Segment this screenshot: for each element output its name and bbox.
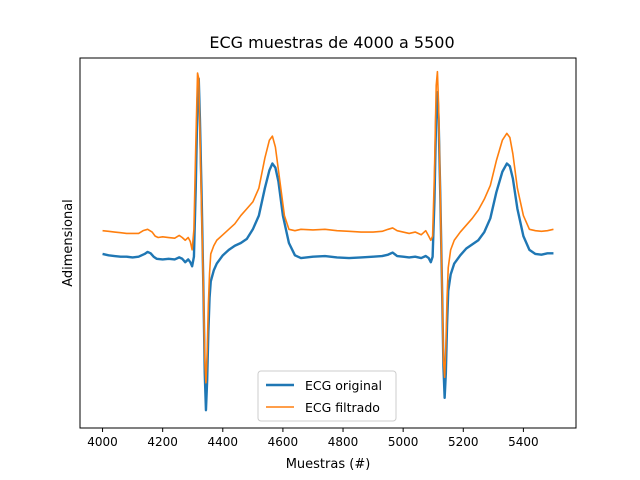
legend-label-ecg-original: ECG original bbox=[305, 378, 382, 393]
chart-title: ECG muestras de 4000 a 5500 bbox=[209, 33, 454, 52]
legend: ECG original ECG filtrado bbox=[257, 370, 397, 422]
x-tick-label: 4200 bbox=[147, 435, 178, 449]
series-layer bbox=[102, 70, 554, 412]
x-axis-label: Muestras (#) bbox=[286, 457, 371, 472]
series-line-ecg-filtrado bbox=[102, 70, 554, 384]
legend-box bbox=[257, 370, 397, 422]
y-axis-label: Adimensional bbox=[61, 199, 76, 287]
x-tick-label: 5000 bbox=[388, 435, 419, 449]
x-tick-label: 4400 bbox=[208, 435, 239, 449]
series-line-ecg-original bbox=[102, 77, 554, 412]
x-tick-label: 4000 bbox=[87, 435, 118, 449]
plot-frame bbox=[79, 57, 577, 429]
x-tick-label: 4800 bbox=[328, 435, 359, 449]
x-axis-ticks: 4000 4200 4400 4600 4800 5000 5200 5400 bbox=[87, 428, 539, 449]
x-tick-label: 4600 bbox=[268, 435, 299, 449]
x-tick-label: 5200 bbox=[448, 435, 479, 449]
x-tick-label: 5400 bbox=[508, 435, 539, 449]
legend-label-ecg-filtrado: ECG filtrado bbox=[305, 400, 380, 415]
